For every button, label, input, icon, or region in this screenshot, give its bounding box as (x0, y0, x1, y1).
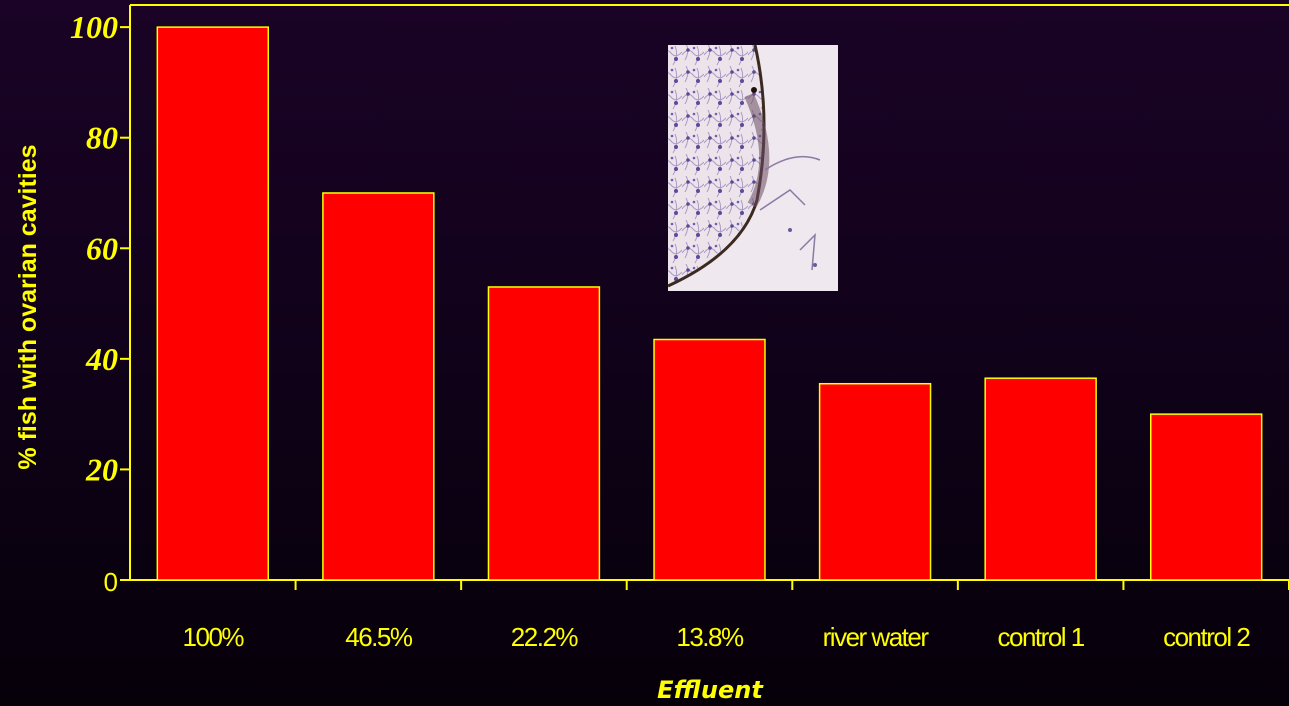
y-tick-label-5: 100 (70, 9, 118, 45)
y-tick-label-0: 0 (104, 567, 118, 597)
bar-1 (322, 192, 435, 581)
x-tick-label-3: 13.8% (676, 622, 744, 652)
bar-4 (818, 382, 932, 581)
bar-0 (156, 26, 270, 581)
bar-6 (1149, 413, 1263, 581)
bar-3 (653, 338, 766, 581)
bar-5 (984, 377, 1097, 581)
x-tick-label-1: 46.5% (345, 622, 413, 652)
y-tick-label-4: 80 (86, 120, 118, 156)
x-tick-label-6: control 2 (1163, 622, 1250, 652)
bars-group (156, 26, 1263, 581)
y-axis-label: % fish with ovarian cavities (14, 144, 42, 469)
y-tick-label-2: 40 (85, 341, 118, 377)
y-tick-label-3: 60 (86, 230, 118, 266)
y-tick-label-1: 20 (85, 451, 118, 487)
x-tick-label-2: 22.2% (511, 622, 579, 652)
x-tick-label-4: river water (823, 622, 930, 652)
ticks-group: 100% 46.5% 22.2% 13.8% river water control 1 c… (70, 9, 1289, 652)
x-axis-label: Effluent (657, 676, 764, 704)
x-tick-label-0: 100% (183, 622, 245, 652)
x-tick-label-5: control 1 (998, 622, 1085, 652)
histology-micrograph-image (667, 44, 838, 291)
bar-2 (487, 286, 601, 581)
